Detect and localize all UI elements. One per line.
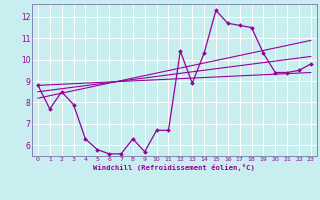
- X-axis label: Windchill (Refroidissement éolien,°C): Windchill (Refroidissement éolien,°C): [93, 164, 255, 171]
